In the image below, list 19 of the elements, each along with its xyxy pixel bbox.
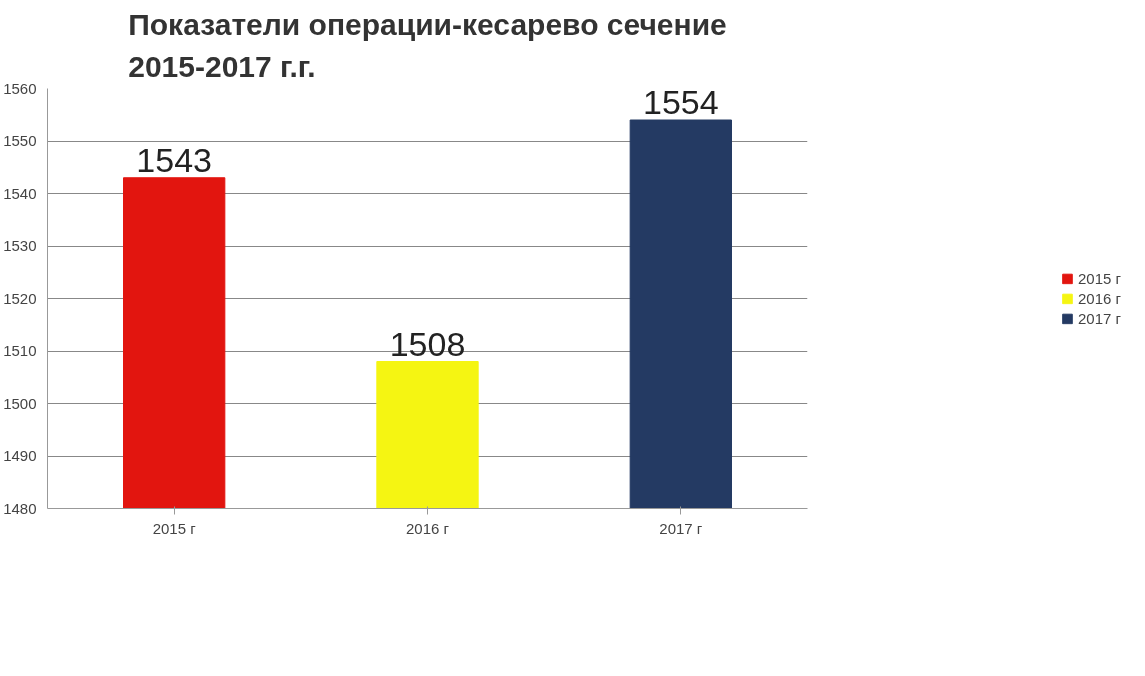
y-tick-label: 1550 xyxy=(3,132,37,149)
y-tick-label: 1530 xyxy=(3,237,37,254)
y-tick-label: 1510 xyxy=(3,342,37,359)
x-tick-label: 2016 г xyxy=(406,519,450,537)
legend-label: 2016 г xyxy=(1077,289,1122,307)
data-label: 1543 xyxy=(136,140,212,179)
y-tick-label: 1480 xyxy=(3,499,37,517)
y-tick-label: 1500 xyxy=(3,394,37,412)
x-tick-label: 2015 г xyxy=(152,519,197,537)
x-tick-label: 2017 г xyxy=(659,519,703,537)
data-label: 1554 xyxy=(643,83,719,121)
y-tick-label: 1560 xyxy=(3,79,37,97)
legend-label: 2015 г xyxy=(1077,269,1122,287)
legend-label: 2017 г xyxy=(1077,309,1122,327)
chart-title: Показатели операции-кесарево сечение 2015-2017 г.г. xyxy=(128,7,727,84)
data-label: 1508 xyxy=(389,324,466,363)
y-tick-label: 1540 xyxy=(3,184,37,202)
y-tick-label: 1490 xyxy=(3,447,37,464)
y-tick-label: 1520 xyxy=(3,289,37,307)
